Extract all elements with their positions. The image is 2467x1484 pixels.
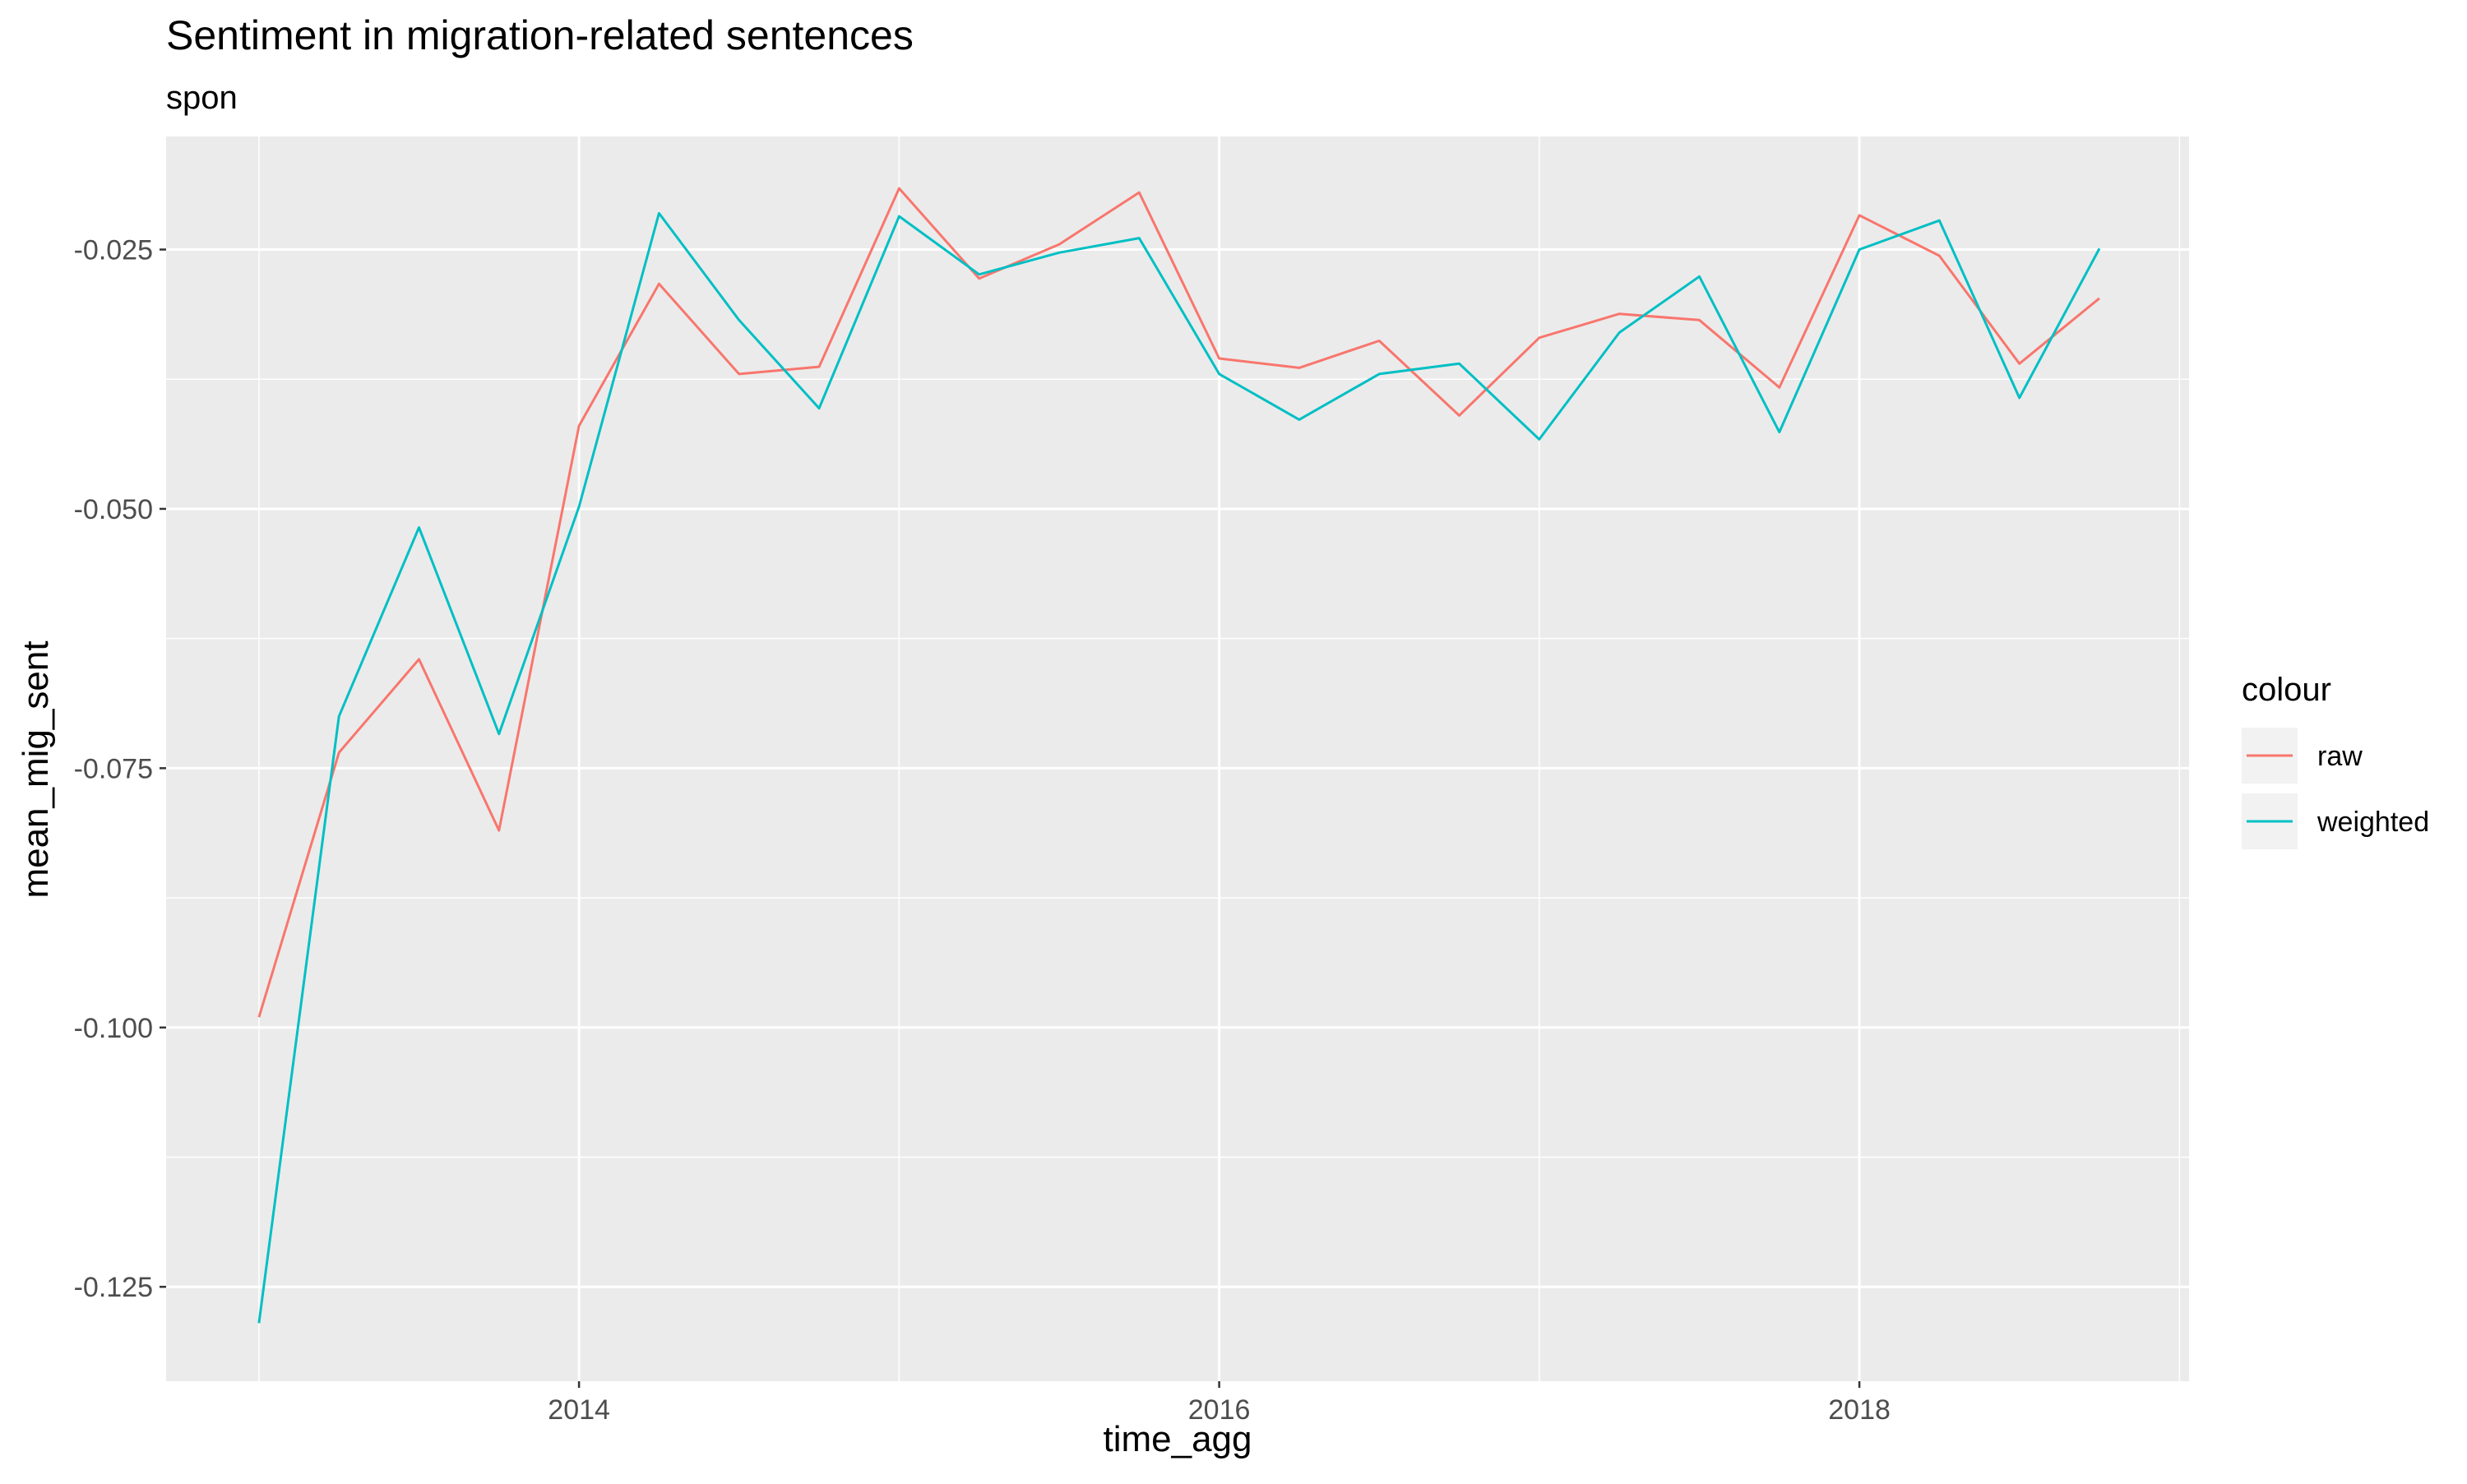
y-tick-label: -0.100 bbox=[74, 1013, 153, 1044]
legend: colour raw weighted bbox=[2242, 672, 2429, 849]
y-tick-label: -0.050 bbox=[74, 494, 153, 525]
major-gridlines bbox=[166, 136, 2189, 1381]
legend-label-raw: raw bbox=[2317, 741, 2363, 772]
series-line-weighted bbox=[257, 211, 2101, 1324]
y-tick-label: -0.025 bbox=[74, 235, 153, 266]
y-axis-title: mean_mig_sent bbox=[16, 640, 56, 898]
x-tick-label: 2016 bbox=[1188, 1394, 1251, 1426]
y-tick-label: -0.125 bbox=[74, 1272, 153, 1303]
x-axis-title: time_agg bbox=[1103, 1419, 1252, 1459]
y-axis: -0.025 -0.050 -0.075 -0.100 -0.125 bbox=[74, 235, 166, 1303]
legend-title: colour bbox=[2242, 672, 2331, 708]
plot-panel bbox=[166, 136, 2189, 1381]
legend-label-weighted: weighted bbox=[2317, 807, 2429, 838]
minor-gridlines bbox=[166, 136, 2189, 1381]
series-line-raw bbox=[257, 187, 2100, 1018]
x-tick-label: 2018 bbox=[1828, 1394, 1891, 1426]
chart-title: Sentiment in migration-related sentences bbox=[166, 12, 914, 58]
chart-subtitle: spon bbox=[166, 80, 238, 116]
series-lines bbox=[257, 187, 2101, 1324]
y-tick-label: -0.075 bbox=[74, 753, 153, 784]
x-tick-label: 2014 bbox=[548, 1394, 610, 1426]
x-axis: 2014 2016 2018 bbox=[548, 1381, 1891, 1426]
